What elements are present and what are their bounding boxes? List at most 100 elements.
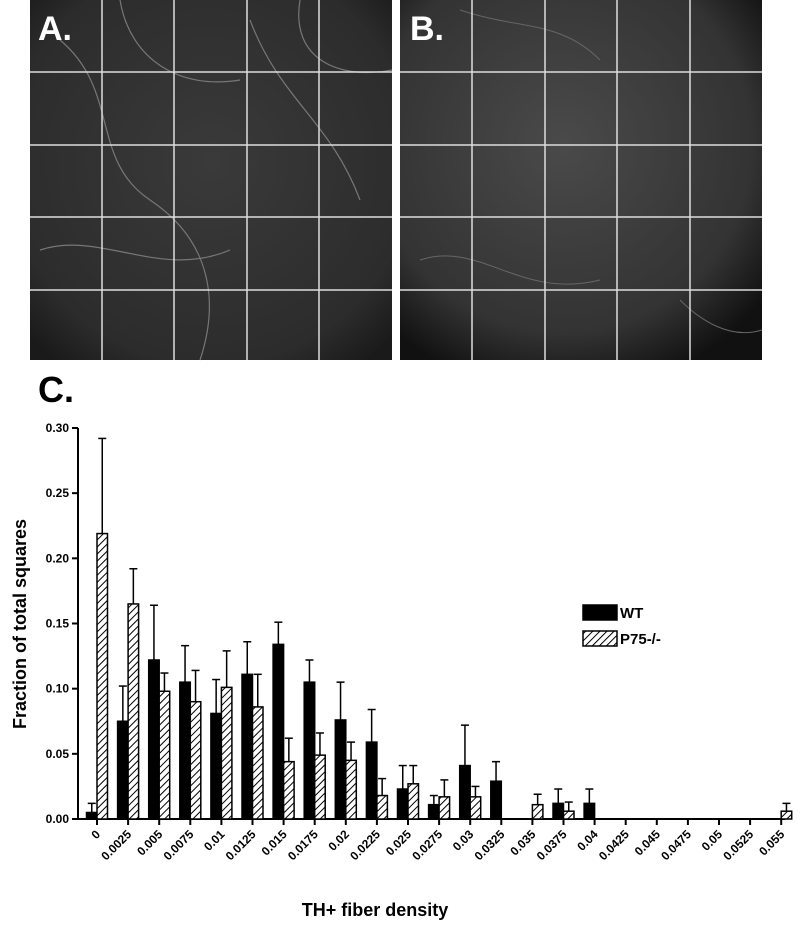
panel-label: B. [410,10,444,48]
error-bar [367,708,376,743]
y-tick-label: 0.05 [46,747,70,761]
error-bar [409,764,418,784]
x-tick-label: 0.0475 [658,827,694,863]
error-bar [243,640,252,675]
error-bar [398,764,407,790]
x-tick-label: 0.0225 [347,827,383,863]
bar [313,754,326,820]
error-bar [160,672,169,692]
bar [158,690,171,820]
image-panel-b [400,0,763,360]
x-tick-label: 0.0375 [534,827,570,863]
error-bar [315,732,324,756]
error-bar [585,788,594,804]
bar [147,659,160,820]
error-bar [347,741,356,761]
bar [85,811,98,820]
error-bar [440,779,449,797]
bar [583,802,596,820]
x-tick-label: 0.03 [450,827,477,854]
legend-label: P75-/- [620,631,661,648]
error-bar [181,644,190,683]
error-bar [554,788,563,804]
y-tick-label: 0.00 [46,812,70,826]
image-panel-a [30,0,393,361]
bar [189,700,202,820]
x-axis-title: TH+ fiber density [302,900,449,920]
error-bar [460,724,469,766]
x-tick-label: 0 [88,827,103,842]
bar [282,760,295,820]
legend-swatch [582,630,618,647]
x-tick-label: 0.05 [699,827,726,854]
bar [116,720,129,820]
x-tick-label: 0.0125 [223,827,259,863]
bar [365,741,378,820]
error-bar [212,678,221,714]
error-bar [284,737,293,762]
error-bar [471,785,480,797]
error-bar [492,760,501,782]
x-tick-label: 0.0275 [409,827,445,863]
y-tick-label: 0.10 [46,682,70,696]
error-bar [533,793,542,805]
x-tick-label: 0.0525 [720,827,756,863]
x-tick-label: 0.055 [756,827,787,858]
bar [396,788,409,820]
bar [458,764,471,820]
bar [780,810,793,820]
bar [127,603,140,820]
error-bar [429,794,438,805]
error-bar [87,802,96,813]
bar [251,706,264,820]
bar [427,803,440,820]
error-bar [129,568,138,604]
bar [376,794,389,820]
panel-label: A. [38,10,72,48]
error-bar [305,659,314,683]
x-tick-label: 0.0425 [596,827,632,863]
bar [531,803,544,820]
y-tick-label: 0.20 [46,551,70,565]
bar [96,532,109,820]
bar [345,759,358,820]
x-tick-label: 0.01 [201,827,228,854]
x-tick-label: 0.0325 [472,827,508,863]
x-tick-label: 0.0175 [285,827,321,863]
error-bar [378,777,387,796]
bar [438,796,451,820]
error-bar [191,669,200,702]
x-tick-label: 0.0075 [161,827,197,863]
x-tick-label: 0.04 [574,827,601,854]
legend-swatch [582,604,618,621]
bar [562,810,575,820]
x-tick-label: 0.0025 [98,827,134,863]
bar [272,643,285,820]
error-bar [336,681,345,720]
bar [179,681,192,820]
y-axis-title: Fraction of total squares [10,519,30,729]
bar [210,712,223,820]
legend-label: WT [620,605,643,622]
y-tick-label: 0.15 [46,617,70,631]
error-bar [253,673,262,707]
bar [552,802,565,820]
y-tick-label: 0.30 [46,421,70,435]
error-bar [118,685,127,722]
y-tick-label: 0.25 [46,486,70,500]
error-bar [564,801,573,812]
panel-label: C. [38,369,74,410]
bar [490,780,503,820]
error-bar [149,604,158,660]
error-bar [274,621,283,645]
bar [303,681,316,820]
bar [334,719,347,820]
x-tick-label: 0.02 [326,827,353,854]
bar [469,796,482,820]
bar [220,686,233,820]
bar [241,673,254,820]
error-bar [222,650,231,688]
error-bar [782,802,791,812]
